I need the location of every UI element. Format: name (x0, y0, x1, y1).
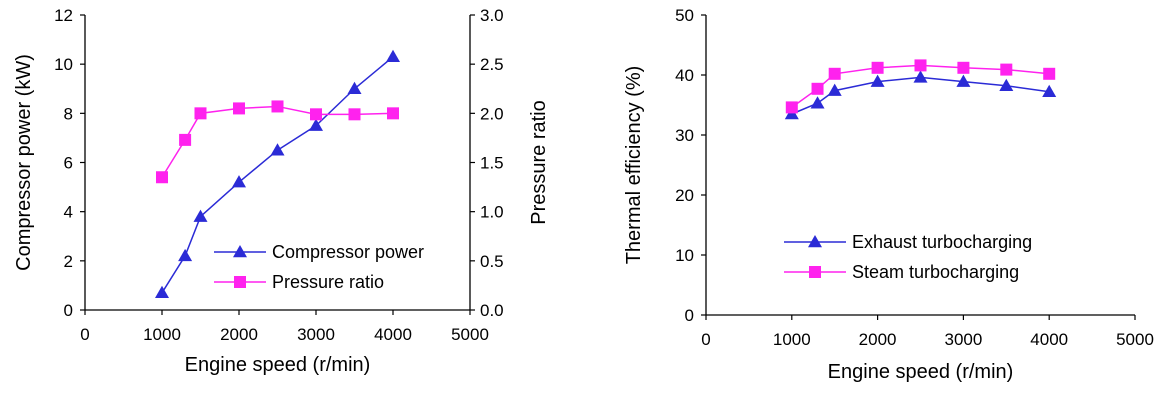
y-tick-label: 0 (64, 301, 73, 320)
series-magenta-point (914, 59, 927, 72)
series-blue-point (386, 49, 400, 63)
y-tick-label: 20 (675, 186, 694, 205)
series-magenta-point (179, 133, 192, 146)
series-magenta-point (194, 107, 207, 120)
y-tick-label: 30 (675, 126, 694, 145)
series-magenta-point (271, 100, 284, 113)
series-magenta-point (348, 108, 361, 121)
legend-marker (809, 266, 821, 278)
y2-tick-label: 1.5 (480, 154, 504, 173)
y-tick-label: 50 (675, 6, 694, 25)
x-tick-label: 1000 (773, 330, 811, 349)
y-axis-title: Thermal efficiency (%) (623, 66, 645, 265)
series-blue-point (178, 248, 193, 262)
x-tick-label: 1000 (143, 325, 181, 344)
y-tick-label: 0 (685, 306, 694, 325)
y2-tick-label: 1.0 (480, 203, 504, 222)
y-tick-label: 10 (54, 55, 73, 74)
x-tick-label: 2000 (220, 325, 258, 344)
series-magenta-point (871, 61, 884, 74)
y2-tick-label: 2.0 (480, 104, 504, 123)
series-blue-line (161, 56, 394, 294)
y-tick-label: 12 (54, 6, 73, 25)
series-blue-point (232, 175, 246, 188)
series-blue-line (791, 76, 1050, 115)
x-tick-label: 4000 (374, 325, 412, 344)
y2-tick-label: 3.0 (480, 6, 504, 25)
legend-label: Compressor power (272, 242, 424, 262)
legend-label: Pressure ratio (272, 272, 384, 292)
x-tick-label: 3000 (944, 330, 982, 349)
series-blue-point (827, 83, 842, 96)
y-tick-label: 4 (64, 203, 73, 222)
series-blue-point (347, 81, 362, 94)
y-tick-label: 2 (64, 252, 73, 271)
x-tick-label: 5000 (451, 325, 489, 344)
legend-marker (808, 235, 822, 248)
x-axis-title: Engine speed (r/min) (185, 354, 371, 376)
series-blue-point (810, 96, 825, 109)
series-magenta-point (310, 108, 322, 121)
y-axis-title: Compressor power (kW) (13, 54, 35, 271)
series-magenta-point (233, 102, 245, 115)
series-magenta-point (156, 171, 168, 184)
y2-tick-label: 2.5 (480, 55, 504, 74)
efficiency-chart: 0 1000 2000 3000 4000 5000 0 10 20 30 40 50 Engine s… (623, 6, 1154, 383)
legend-marker (233, 245, 247, 258)
x-axis-title: Engine speed (r/min) (828, 361, 1014, 383)
series-magenta-point (387, 107, 399, 120)
series-blue-point (870, 74, 885, 87)
x-tick-label: 4000 (1030, 330, 1068, 349)
y-tick-label: 10 (675, 246, 694, 265)
compressor-chart: 0 1000 2000 3000 4000 5000 0 2 4 6 8 10 12 0.0 0.5 1.0 1… (13, 6, 550, 376)
x-tick-label: 5000 (1116, 330, 1154, 349)
y-tick-label: 8 (64, 104, 73, 123)
series-blue-point (1042, 84, 1057, 98)
y2-axis-title: Pressure ratio (528, 100, 550, 225)
series-magenta-point (828, 67, 841, 80)
series-blue-point (270, 143, 285, 156)
series-magenta-point (957, 61, 970, 74)
series-magenta-point (811, 82, 824, 95)
y2-tick-label: 0.0 (480, 301, 504, 320)
series-blue-point (155, 285, 169, 299)
series-blue-point (309, 118, 323, 131)
y-tick-label: 6 (64, 154, 73, 173)
series-blue-point (913, 70, 928, 83)
x-tick-label: 3000 (297, 325, 335, 344)
legend-label: Steam turbocharging (852, 262, 1019, 282)
series-blue-point (999, 78, 1014, 92)
x-tick-label: 0 (701, 330, 710, 349)
x-tick-label: 0 (80, 325, 89, 344)
series-magenta-point (1000, 63, 1013, 76)
series-blue-point (956, 74, 971, 87)
legend-marker (234, 276, 246, 288)
x-tick-label: 2000 (859, 330, 897, 349)
legend-label: Exhaust turbocharging (852, 232, 1032, 252)
series-blue-point (193, 209, 208, 222)
series-magenta-point (785, 101, 798, 114)
y2-tick-label: 0.5 (480, 252, 504, 271)
y-tick-label: 40 (675, 66, 694, 85)
series-magenta-point (1043, 67, 1056, 80)
